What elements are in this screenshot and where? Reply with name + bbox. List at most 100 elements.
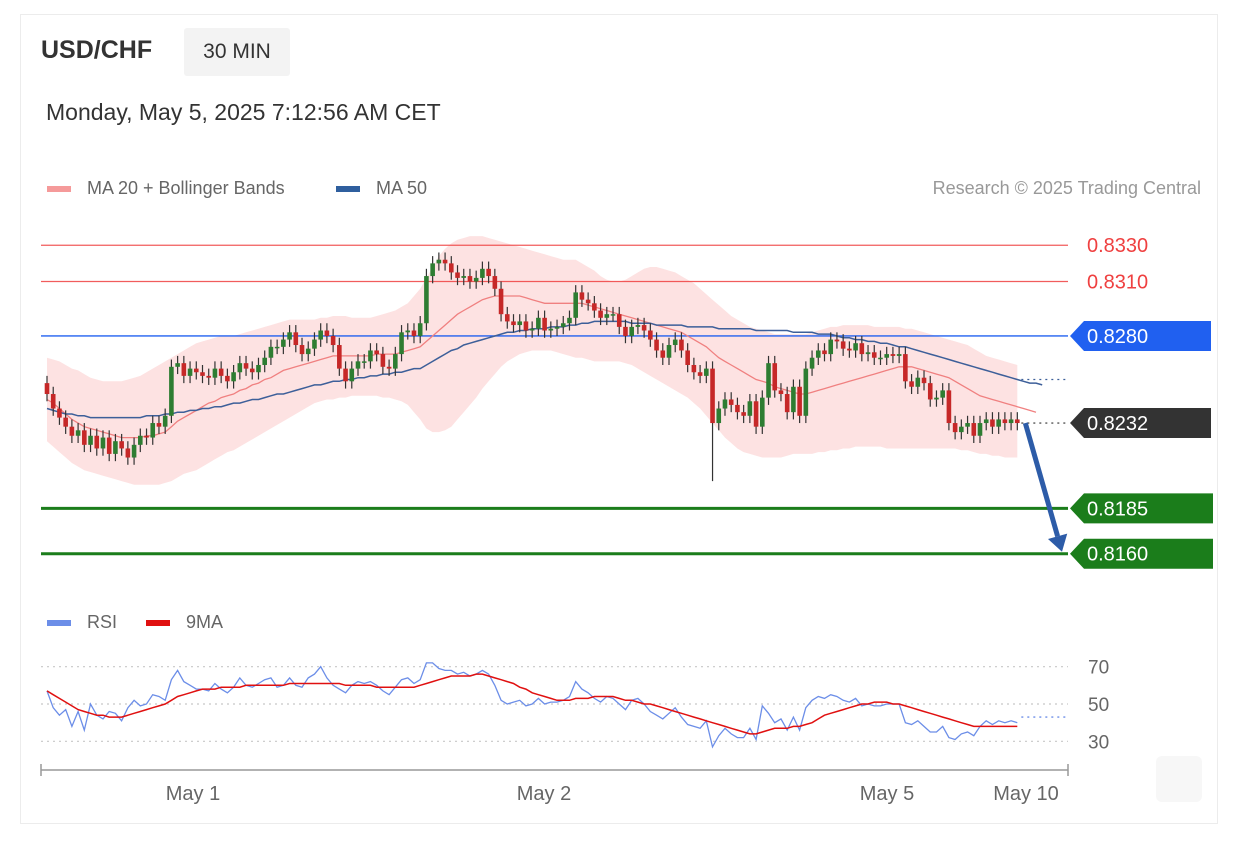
candle-body [573, 292, 578, 318]
ma20-line [46, 295, 1037, 439]
last-price-label: 0.8232 [1087, 413, 1148, 435]
candle-body [865, 352, 871, 355]
candle-body [766, 363, 771, 398]
support-label: 0.8185 [1087, 498, 1148, 520]
candle-body [88, 435, 93, 445]
candle-body [704, 368, 709, 376]
bollinger-band-area [47, 236, 1018, 485]
candle-body [57, 408, 62, 418]
candle-body [635, 325, 641, 327]
rsi-tick-label: 50 [1088, 695, 1109, 716]
candle-body [691, 364, 697, 373]
candle-body [610, 314, 616, 316]
candle-body [262, 357, 267, 365]
candle-body [859, 343, 865, 355]
candle-body [212, 368, 218, 378]
rsi-tick-label: 70 [1088, 658, 1109, 679]
candle-body [361, 361, 367, 363]
candle-body [946, 390, 952, 424]
candle-body [368, 350, 373, 362]
candle-body [75, 430, 81, 436]
candle-body [1002, 419, 1008, 424]
candle-body [193, 368, 199, 373]
candle-body [648, 330, 653, 340]
candle-body [903, 354, 908, 382]
candle-body [567, 317, 572, 324]
candle-body [927, 383, 933, 400]
price-legend-ma50: MA 50 [336, 178, 427, 199]
candle-body [716, 408, 722, 424]
candle-body [50, 394, 56, 409]
candle-body [878, 357, 883, 360]
candle-body [467, 276, 473, 282]
candle-body [330, 335, 336, 346]
candle-body [529, 328, 535, 331]
candle-body [162, 415, 168, 427]
candle-body [784, 394, 790, 413]
resistance-label: 0.8310 [1087, 272, 1148, 294]
candle-body [536, 317, 541, 329]
candle-body [735, 404, 740, 413]
candle-body [834, 339, 840, 342]
candle-body [417, 323, 423, 336]
candle-body [206, 375, 212, 378]
candle-body [996, 419, 1001, 427]
candle-body [710, 368, 715, 424]
candle-body [654, 339, 659, 351]
candle-body [760, 397, 765, 427]
symbol-title: USD/CHF [41, 36, 153, 64]
candle-body [138, 435, 143, 445]
candle-body [504, 314, 510, 322]
candle-body [517, 321, 523, 326]
candle-body [983, 419, 989, 424]
candle-body [231, 372, 236, 382]
candle-body [144, 435, 149, 438]
candle-body [44, 383, 50, 395]
candle-body [187, 368, 193, 376]
candle-body [921, 377, 927, 384]
candle-body [169, 366, 174, 416]
candle-body [156, 423, 162, 427]
candle-body [747, 401, 753, 416]
candle-body [131, 444, 137, 458]
rsi-legend-swatch [47, 619, 71, 626]
pivot-label-tag [1070, 320, 1211, 351]
candle-body [175, 363, 180, 367]
candle-body [150, 423, 156, 438]
candle-body [1015, 419, 1020, 424]
forecast-arrow-shaft [1022, 422, 1061, 538]
corner-watermark-icon [1156, 756, 1202, 802]
candle-body [660, 350, 666, 358]
rsi9ma-legend-swatch [146, 619, 170, 626]
candle-body [337, 345, 342, 369]
candle-body [386, 366, 392, 369]
support-label-tag [1070, 538, 1213, 569]
pivot-label: 0.8280 [1087, 326, 1148, 348]
candle-body [871, 352, 877, 358]
candle-body [666, 345, 672, 358]
rsi9ma-legend-label: 9MA [186, 612, 224, 632]
rsi-tick-label: 30 [1088, 732, 1109, 753]
candle-body [113, 441, 118, 454]
candle-body [728, 399, 734, 405]
candle-body [461, 276, 467, 278]
candle-body [237, 363, 243, 373]
x-tick-label: May 2 [517, 783, 571, 805]
timeframe-badge[interactable]: 30 MIN [184, 28, 290, 76]
candle-body [287, 332, 292, 340]
candle-body [554, 326, 560, 329]
candle-body [305, 348, 311, 355]
support-label-tag [1070, 493, 1213, 524]
candle-body [815, 350, 821, 358]
candle-body [965, 423, 970, 427]
candle-body [492, 276, 498, 289]
candle-body [424, 276, 429, 324]
candle-body [542, 317, 547, 331]
rsi-legend-label: RSI [87, 612, 118, 632]
candle-body [1008, 419, 1014, 424]
candle-body [268, 346, 274, 358]
candle-body [281, 339, 286, 347]
candle-body [977, 423, 983, 436]
candle-body [847, 348, 852, 351]
candle-body [741, 412, 746, 416]
